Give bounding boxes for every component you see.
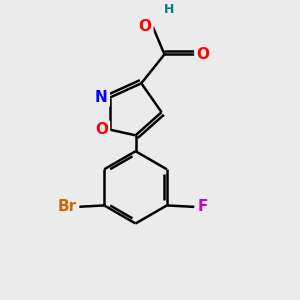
Text: H: H — [164, 3, 175, 16]
Text: N: N — [95, 90, 108, 105]
Text: F: F — [197, 200, 208, 214]
Text: O: O — [95, 122, 108, 137]
Text: Br: Br — [58, 200, 77, 214]
Text: O: O — [138, 20, 151, 34]
Text: O: O — [196, 47, 209, 62]
